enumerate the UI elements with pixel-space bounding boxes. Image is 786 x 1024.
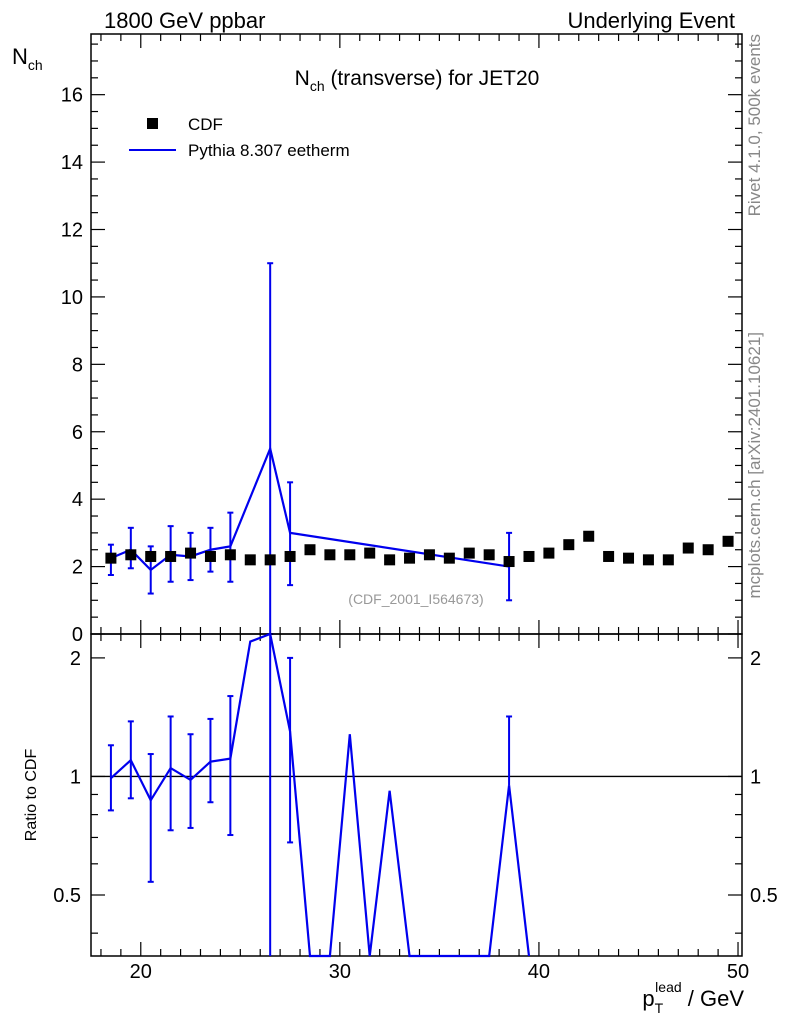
data-series [105, 530, 734, 568]
main-y-tick-label: 0 [72, 624, 83, 646]
main-y-tick-label: 14 [61, 152, 83, 174]
ratio-x-tick-label: 40 [528, 961, 550, 983]
cdf-data-point [204, 550, 216, 562]
ratio-y-tick-label-right: 2 [750, 648, 761, 670]
cdf-data-point [503, 556, 515, 568]
x-axis-label-rest: / GeV [682, 986, 745, 1011]
cdf-data-point [483, 549, 495, 561]
ratio-ticks [91, 634, 742, 956]
ratio-x-tick-label: 20 [130, 961, 152, 983]
mc-line [110, 445, 510, 572]
cdf-data-point [623, 552, 635, 564]
cdf-data-point [642, 554, 654, 566]
ratio-series [107, 632, 531, 958]
cdf-data-point [185, 547, 197, 559]
legend-marker-cdf [147, 118, 158, 129]
ratio-x-tick-label: 30 [329, 961, 351, 983]
header-right-label: Underlying Event [567, 8, 735, 33]
cdf-data-point [304, 544, 316, 556]
x-axis-label-sub: T [655, 1000, 664, 1016]
cdf-data-point [523, 550, 535, 562]
cdf-data-point [404, 552, 416, 564]
watermark-label: (CDF_2001_I564673) [348, 591, 483, 607]
main-y-axis-label-n: N [12, 44, 28, 69]
main-panel: 0 2 4 6 8 10 12 14 16 Nch (transverse) for JET20… [12, 33, 743, 646]
cdf-data-point [563, 539, 575, 551]
cdf-data-point [224, 549, 236, 561]
x-axis-label-sup: lead [655, 979, 681, 995]
cdf-data-point [702, 544, 714, 556]
cdf-data-point [145, 550, 157, 562]
legend-label-pythia: Pythia 8.307 eetherm [188, 141, 350, 160]
cdf-data-point [543, 547, 555, 559]
cdf-data-point [264, 554, 276, 566]
cdf-data-point [364, 547, 376, 559]
ratio-tick-labels: 0.5 0.5 1 1 2 2 20 30 40 50 [53, 648, 778, 983]
ratio-y-tick-label-right: 0.5 [750, 885, 778, 907]
legend-label-cdf: CDF [188, 115, 223, 134]
main-y-tick-label: 2 [72, 557, 83, 579]
ratio-x-tick-label: 50 [727, 961, 749, 983]
main-y-tick-label: 10 [61, 287, 83, 309]
main-title-n: N [295, 67, 310, 90]
mcplots-label: mcplots.cern.ch [arXiv:2401.10621] [745, 332, 764, 598]
main-ticks [91, 34, 742, 635]
cdf-data-point [324, 549, 336, 561]
cdf-data-point [662, 554, 674, 566]
cdf-data-point [603, 550, 615, 562]
rivet-version-label: Rivet 4.1.0, 500k events [745, 34, 764, 216]
ratio-y-tick-label-left: 0.5 [53, 885, 81, 907]
cdf-data-point [125, 549, 137, 561]
cdf-data-point [344, 549, 356, 561]
cdf-data-point [165, 550, 177, 562]
ratio-line [110, 632, 531, 958]
cdf-data-point [284, 550, 296, 562]
ratio-panel: 0.5 0.5 1 1 2 2 20 30 40 50 Ratio to CDF pTlead /… [23, 632, 778, 1016]
cdf-data-point [105, 552, 117, 564]
main-title-sub: ch [310, 78, 325, 94]
ratio-frame [90, 633, 743, 957]
x-axis-label: pTlead / GeV [642, 979, 744, 1016]
main-y-axis-label-sub: ch [28, 57, 43, 73]
main-y-tick-label: 12 [61, 220, 83, 242]
main-title-rest: (transverse) for JET20 [325, 67, 540, 90]
ratio-y-tick-label-right: 1 [750, 766, 761, 788]
main-y-tick-label: 6 [72, 422, 83, 444]
header-left-label: 1800 GeV ppbar [104, 8, 265, 33]
ratio-y-tick-label-left: 2 [70, 648, 81, 670]
main-y-tick-labels: 0 2 4 6 8 10 12 14 16 [61, 85, 83, 646]
cdf-data-point [244, 554, 256, 566]
cdf-data-point [583, 530, 595, 542]
cdf-data-point [443, 552, 455, 564]
ratio-y-tick-label-left: 1 [70, 766, 81, 788]
main-y-tick-label: 8 [72, 354, 83, 376]
main-y-axis-label: Nch [12, 44, 43, 73]
cdf-data-point [384, 554, 396, 566]
cdf-data-point [423, 549, 435, 561]
ratio-y-axis-label: Ratio to CDF [23, 749, 40, 842]
legend: CDF Pythia 8.307 eetherm [129, 115, 350, 160]
cdf-data-point [722, 535, 734, 547]
x-axis-label-p: p [642, 986, 654, 1011]
main-y-tick-label: 4 [72, 489, 83, 511]
cdf-data-point [463, 547, 475, 559]
cdf-data-point [682, 542, 694, 554]
mc-series [107, 262, 513, 635]
main-y-tick-label: 16 [61, 85, 83, 107]
main-title: Nch (transverse) for JET20 [295, 67, 540, 94]
